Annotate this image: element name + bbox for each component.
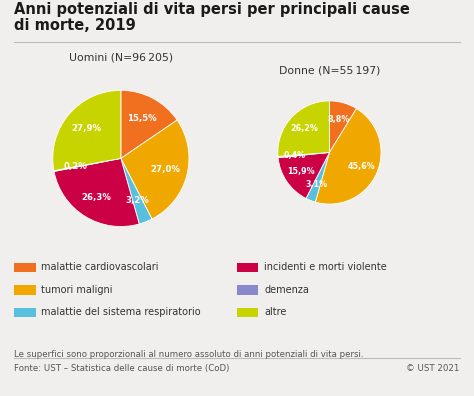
Text: 3,1%: 3,1% bbox=[306, 180, 328, 189]
Wedge shape bbox=[278, 152, 329, 198]
Wedge shape bbox=[53, 90, 121, 171]
Wedge shape bbox=[315, 109, 381, 204]
Text: Uomini (N=96 205): Uomini (N=96 205) bbox=[69, 52, 173, 62]
Text: 15,9%: 15,9% bbox=[287, 168, 315, 177]
Text: 0,4%: 0,4% bbox=[284, 151, 306, 160]
Text: 26,3%: 26,3% bbox=[82, 193, 112, 202]
Wedge shape bbox=[278, 152, 329, 158]
Text: © UST 2021: © UST 2021 bbox=[406, 364, 460, 373]
Wedge shape bbox=[121, 158, 152, 224]
Text: Anni potenziali di vita persi per principali cause: Anni potenziali di vita persi per princi… bbox=[14, 2, 410, 17]
Text: Le superfici sono proporzionali al numero assoluto di anni potenziali di vita pe: Le superfici sono proporzionali al numer… bbox=[14, 350, 364, 360]
Text: di morte, 2019: di morte, 2019 bbox=[14, 18, 136, 33]
Text: 8,8%: 8,8% bbox=[328, 115, 350, 124]
Text: Fonte: UST – Statistica delle cause di morte (CoD): Fonte: UST – Statistica delle cause di m… bbox=[14, 364, 229, 373]
Text: malattie del sistema respiratorio: malattie del sistema respiratorio bbox=[41, 307, 201, 318]
Text: demenza: demenza bbox=[264, 285, 309, 295]
Text: altre: altre bbox=[264, 307, 286, 318]
Text: malattie cardiovascolari: malattie cardiovascolari bbox=[41, 262, 159, 272]
Text: Donne (N=55 197): Donne (N=55 197) bbox=[279, 65, 380, 75]
Text: incidenti e morti violente: incidenti e morti violente bbox=[264, 262, 387, 272]
Text: 15,5%: 15,5% bbox=[128, 114, 157, 123]
Text: tumori maligni: tumori maligni bbox=[41, 285, 113, 295]
Wedge shape bbox=[121, 90, 177, 158]
Text: 0,2%: 0,2% bbox=[64, 162, 88, 171]
Text: 3,2%: 3,2% bbox=[126, 196, 149, 206]
Wedge shape bbox=[306, 152, 329, 202]
Wedge shape bbox=[54, 158, 139, 227]
Wedge shape bbox=[121, 120, 189, 219]
Wedge shape bbox=[54, 158, 121, 171]
Text: 26,2%: 26,2% bbox=[290, 124, 318, 133]
Wedge shape bbox=[329, 101, 356, 152]
Text: 27,0%: 27,0% bbox=[150, 165, 180, 174]
Text: 45,6%: 45,6% bbox=[347, 162, 375, 171]
Wedge shape bbox=[278, 101, 329, 156]
Text: 27,9%: 27,9% bbox=[71, 124, 101, 133]
